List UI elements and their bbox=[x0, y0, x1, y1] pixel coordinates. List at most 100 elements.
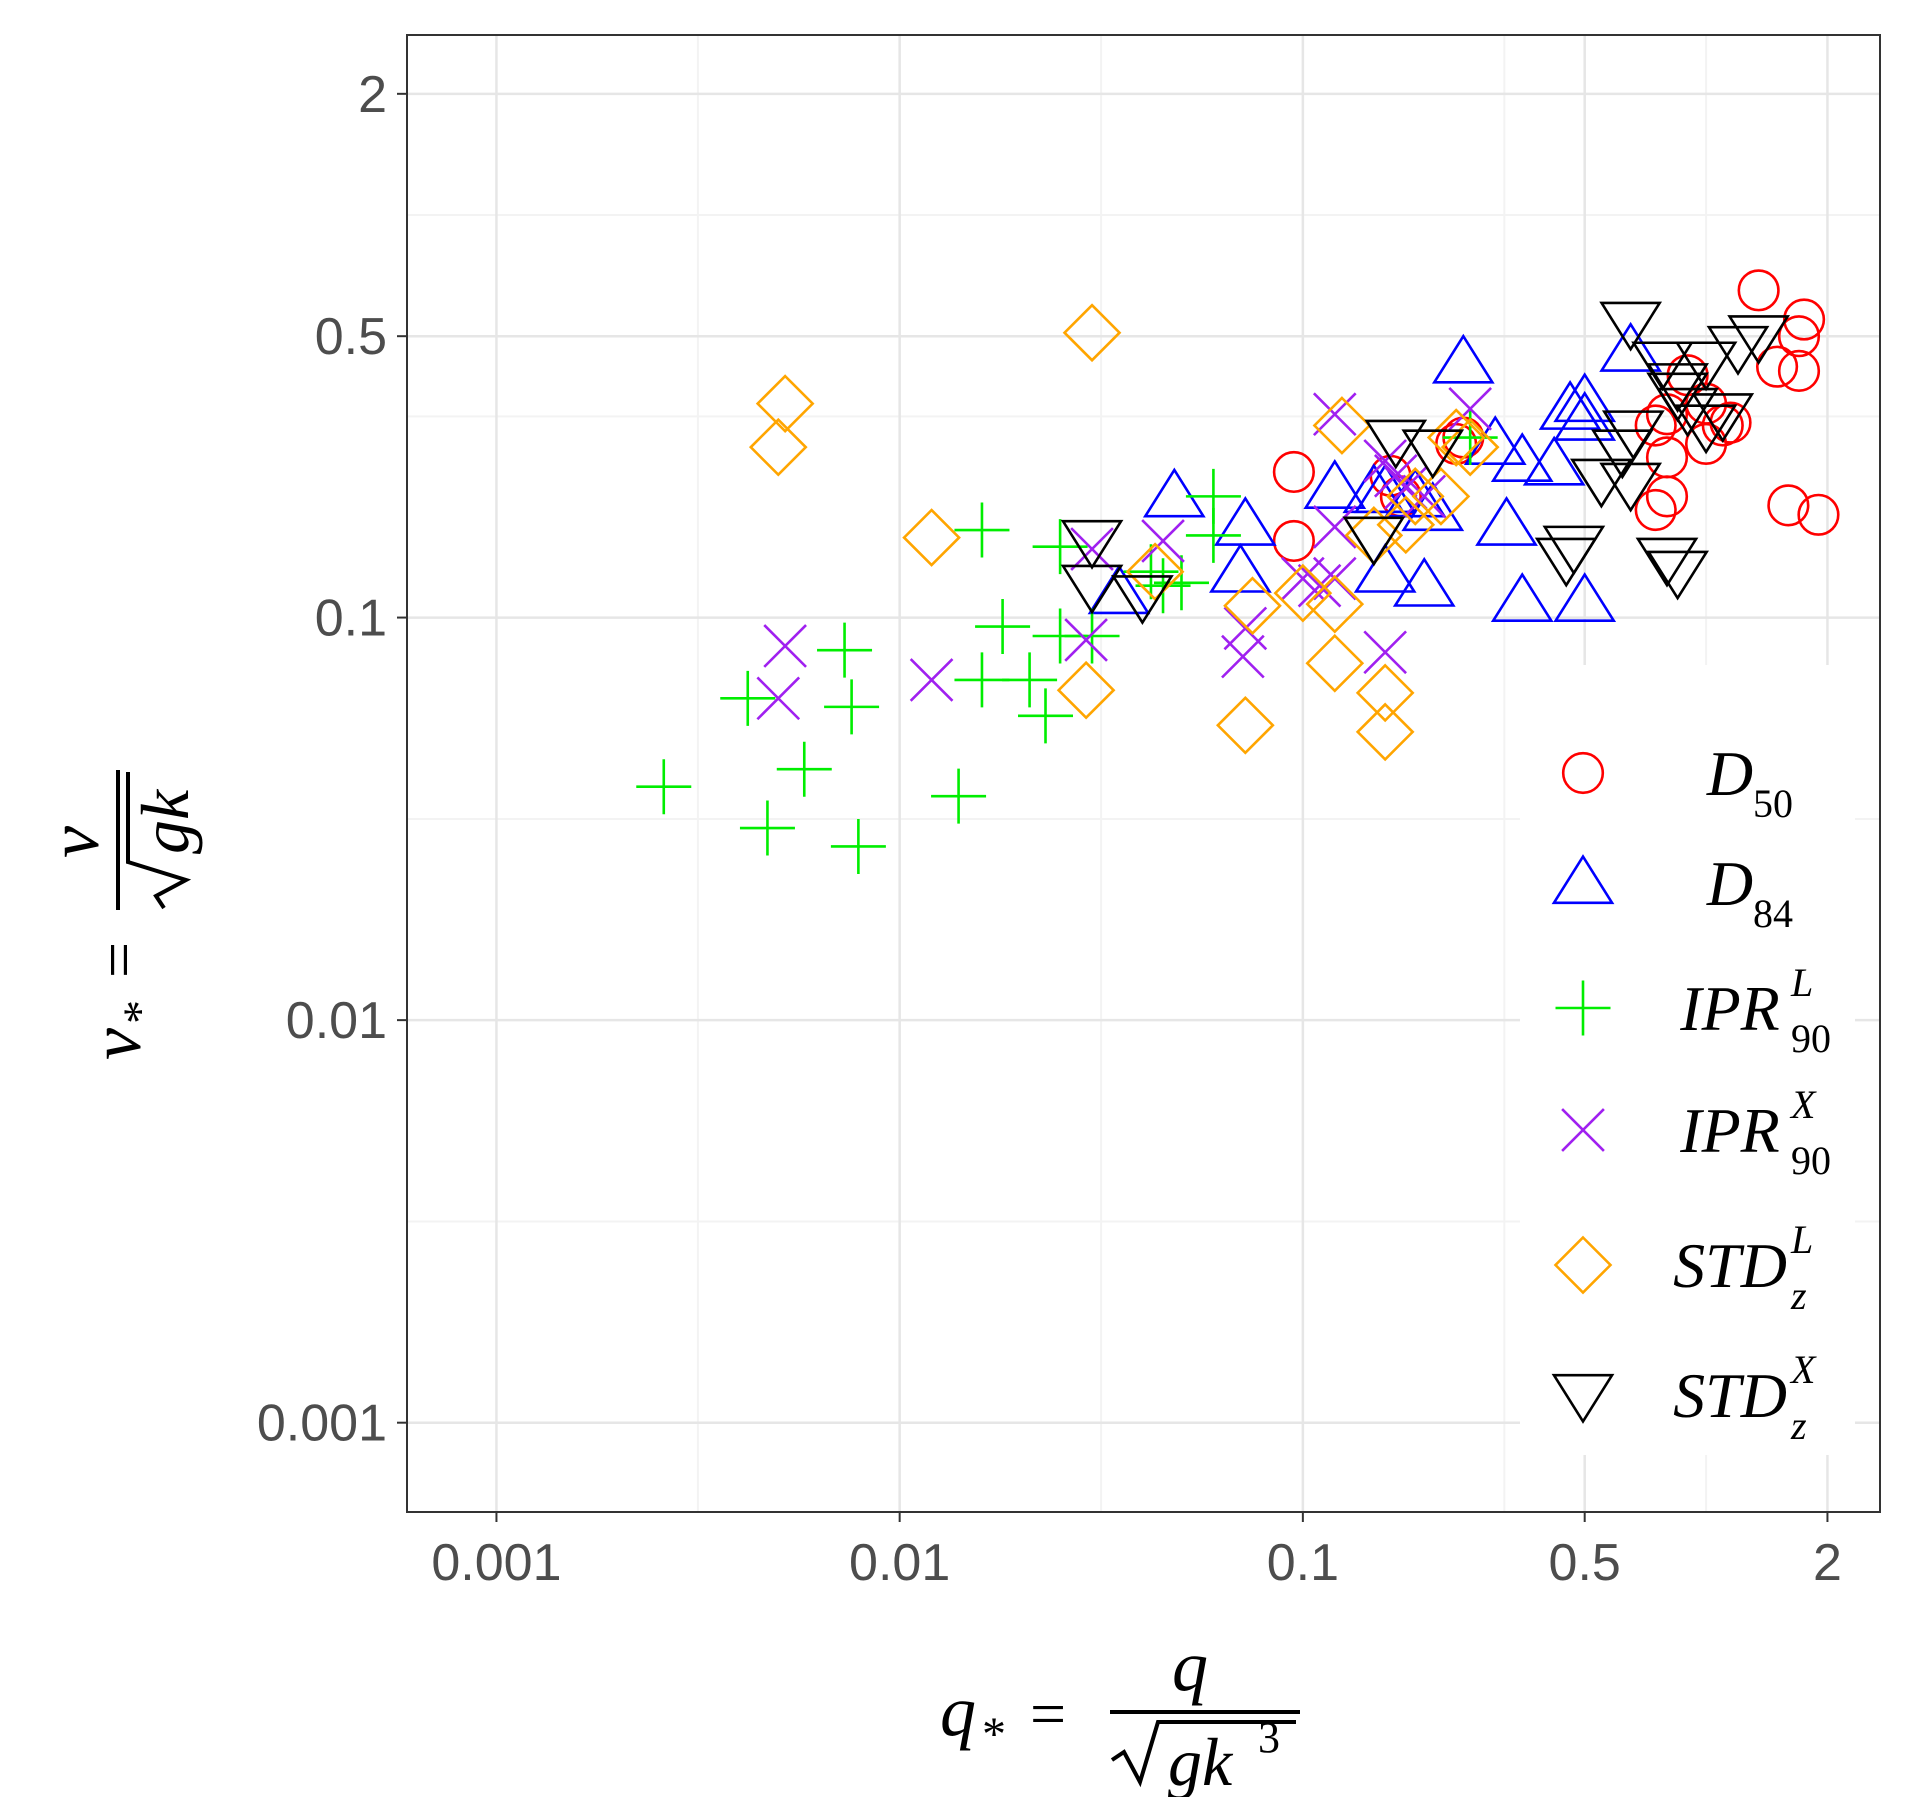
data-point-ipr90l bbox=[636, 759, 692, 815]
data-point-ipr90l bbox=[975, 599, 1031, 655]
legend-label-main: STD bbox=[1673, 1230, 1787, 1301]
data-point-stdzl bbox=[1411, 467, 1471, 526]
data-point-ipr90l bbox=[1064, 608, 1120, 664]
data-point-d84 bbox=[1490, 432, 1554, 483]
legend-label-sub: 90 bbox=[1791, 1016, 1831, 1061]
data-point-ipr90l bbox=[817, 622, 873, 678]
data-point-stdzl bbox=[1216, 695, 1275, 755]
data-point-stdzx bbox=[1599, 462, 1663, 513]
data-point-d50 bbox=[1797, 493, 1840, 536]
y-label-lhs-sub: * bbox=[114, 1000, 167, 1024]
data-point-ipr90l bbox=[824, 679, 880, 735]
data-point-d50 bbox=[1684, 422, 1728, 466]
data-point-stdzx bbox=[1674, 341, 1738, 392]
x-label-numerator: q bbox=[1172, 1626, 1208, 1706]
x-label-denominator-sup: 3 bbox=[1258, 1713, 1280, 1762]
y-tick-label: 2 bbox=[358, 66, 387, 124]
legend-item-stdzx: STD zX bbox=[1551, 1347, 1817, 1448]
data-point-stdzx bbox=[1342, 516, 1406, 567]
data-point-d84 bbox=[1342, 463, 1406, 514]
x-label-radical bbox=[1110, 1720, 1296, 1788]
legend-label-main: IPR bbox=[1679, 973, 1780, 1044]
legend-label-sup: L bbox=[1790, 960, 1813, 1005]
legend-item-d50: D 50 bbox=[1561, 738, 1793, 826]
data-point-ipr90l bbox=[954, 502, 1010, 558]
data-point-ipr90x bbox=[1297, 563, 1342, 608]
legend-key-d84-icon bbox=[1551, 854, 1615, 905]
data-point-ipr90x bbox=[1312, 556, 1357, 601]
data-point-stdzl bbox=[1273, 563, 1333, 623]
data-point-stdzx bbox=[1060, 564, 1124, 615]
data-point-ipr90l bbox=[739, 800, 795, 856]
data-point-d84 bbox=[1142, 467, 1206, 518]
data-point-ipr90x bbox=[1373, 453, 1418, 498]
y-label-numerator: v bbox=[34, 826, 114, 858]
data-point-stdzl bbox=[1355, 663, 1415, 723]
y-axis-ticks: 0.001 0.01 0.1 0.5 2 bbox=[257, 66, 407, 1453]
data-point-stdzx bbox=[1569, 458, 1633, 509]
data-point-d84 bbox=[1553, 390, 1617, 441]
data-point-stdzl bbox=[1062, 303, 1122, 363]
data-point-stdzl bbox=[1355, 702, 1415, 762]
x-axis-ticks: 0.001 0.01 0.1 0.5 2 bbox=[431, 1512, 1842, 1592]
legend-label-main: D bbox=[1706, 738, 1753, 809]
data-point-d50 bbox=[1777, 349, 1821, 392]
x-label-lhs: q bbox=[940, 1671, 976, 1751]
data-point-ipr90l bbox=[1185, 468, 1241, 524]
data-point-d84 bbox=[1303, 459, 1367, 509]
data-point-stdzx bbox=[1635, 537, 1699, 588]
legend-item-ipr90l: IPR 90 L bbox=[1555, 960, 1831, 1061]
x-tick-label: 0.001 bbox=[431, 1534, 561, 1592]
data-point-d50 bbox=[1634, 404, 1677, 447]
data-point-stdzx bbox=[1601, 410, 1665, 461]
data-point-stdzl bbox=[1440, 417, 1500, 477]
data-point-stdzl bbox=[748, 417, 808, 477]
data-point-d84 bbox=[1401, 481, 1465, 532]
data-point-d50 bbox=[1767, 484, 1810, 527]
data-point-stdzx bbox=[1646, 550, 1710, 601]
data-point-ipr90x bbox=[1312, 392, 1357, 437]
legend-item-stdzl: STD zL bbox=[1553, 1217, 1813, 1318]
data-point-stdzx bbox=[1706, 325, 1770, 376]
data-point-d50 bbox=[1272, 450, 1315, 494]
data-point-stdzx bbox=[1060, 519, 1124, 570]
legend-label-sup: X bbox=[1789, 1347, 1817, 1392]
data-point-ipr90l bbox=[720, 670, 776, 726]
legend-key-d50-icon bbox=[1561, 751, 1605, 795]
x-label-equals: = bbox=[1030, 1678, 1066, 1749]
legend-label-sup: L bbox=[1790, 1217, 1813, 1262]
x-tick-label: 0.1 bbox=[1267, 1534, 1339, 1592]
data-point-stdzx bbox=[1401, 429, 1465, 480]
data-point-ipr90l bbox=[776, 741, 832, 797]
data-point-stdzx bbox=[1364, 419, 1428, 470]
data-point-stdzl bbox=[1312, 396, 1372, 455]
data-point-d84 bbox=[1353, 542, 1417, 593]
data-point-ipr90x bbox=[1223, 606, 1268, 651]
data-point-ipr90l bbox=[1153, 555, 1209, 611]
x-tick-label: 0.5 bbox=[1549, 1534, 1621, 1592]
legend-key-ipr90l-icon bbox=[1555, 980, 1611, 1036]
data-point-ipr90x bbox=[909, 658, 954, 702]
series-stdzx bbox=[1060, 301, 1791, 626]
data-point-d50 bbox=[1272, 519, 1315, 563]
legend-key-stdzl-icon bbox=[1553, 1235, 1613, 1295]
data-point-ipr90l bbox=[1002, 652, 1058, 708]
y-label-radical bbox=[126, 772, 192, 910]
legend-label-sub: 90 bbox=[1791, 1138, 1831, 1183]
data-point-d50 bbox=[1645, 475, 1689, 518]
data-point-stdzl bbox=[755, 374, 815, 433]
data-point-stdzx bbox=[1727, 315, 1791, 366]
data-points bbox=[636, 269, 1840, 874]
x-axis-label: q * = q gk 3 bbox=[940, 1626, 1300, 1797]
data-point-d84 bbox=[1490, 572, 1554, 623]
legend-key-stdzx-icon bbox=[1551, 1373, 1615, 1424]
data-point-ipr90x bbox=[1363, 630, 1407, 675]
y-axis-label: v * = v gk bbox=[34, 770, 203, 1060]
data-point-stdzl bbox=[1305, 574, 1365, 634]
data-point-stdzl bbox=[1223, 576, 1282, 636]
data-point-ipr90x bbox=[1312, 505, 1357, 549]
data-point-stdzx bbox=[1674, 404, 1738, 455]
legend-item-ipr90x: IPR 90 X bbox=[1561, 1082, 1831, 1183]
